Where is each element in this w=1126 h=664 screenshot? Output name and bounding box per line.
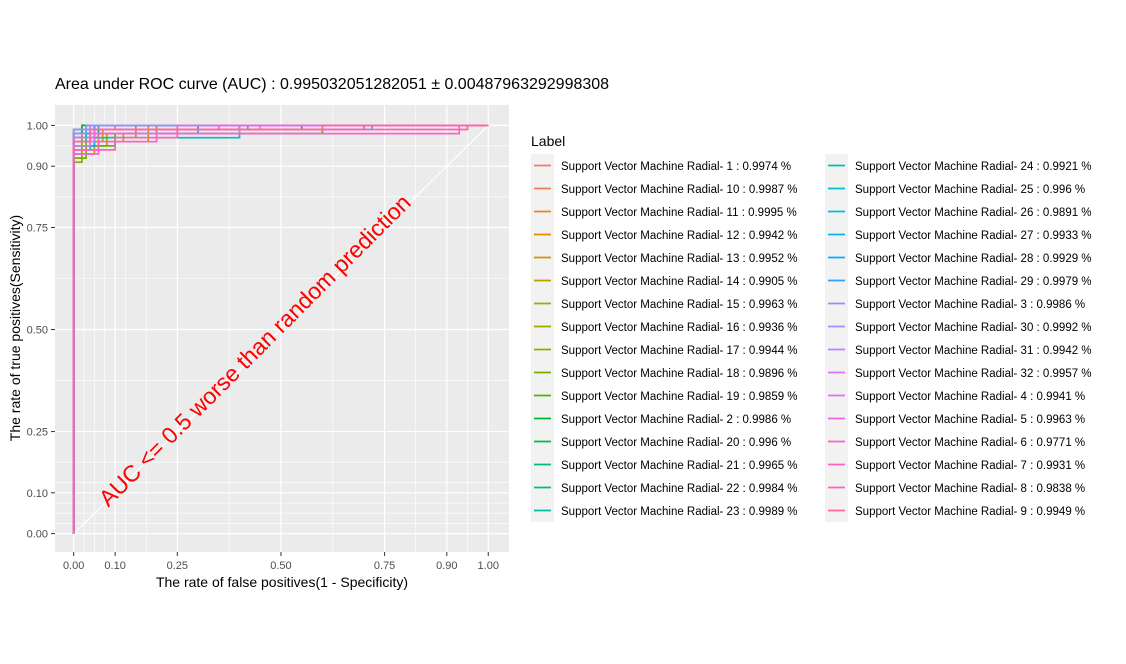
legend-label: Support Vector Machine Radial- 12 : 0.99… xyxy=(561,230,798,242)
legend-entry: Support Vector Machine Radial- 19 : 0.98… xyxy=(531,384,798,407)
legend-entry: Support Vector Machine Radial- 26 : 0.98… xyxy=(825,200,1092,223)
y-tick-label: 0.50 xyxy=(27,325,48,337)
random-diagonal xyxy=(73,124,489,535)
legend-label: Support Vector Machine Radial- 22 : 0.99… xyxy=(561,483,798,495)
legend-entry: Support Vector Machine Radial- 30 : 0.99… xyxy=(825,315,1092,338)
x-tick-label: 1.00 xyxy=(478,560,499,572)
legend-label: Support Vector Machine Radial- 8 : 0.983… xyxy=(855,483,1085,495)
legend-label: Support Vector Machine Radial- 26 : 0.98… xyxy=(855,207,1092,219)
legend-label: Support Vector Machine Radial- 16 : 0.99… xyxy=(561,322,798,334)
legend-entry: Support Vector Machine Radial- 16 : 0.99… xyxy=(531,315,798,338)
roc-series-line xyxy=(72,124,489,534)
roc-series-group xyxy=(72,124,489,534)
legend-label: Support Vector Machine Radial- 28 : 0.99… xyxy=(855,253,1092,265)
legend-entry: Support Vector Machine Radial- 13 : 0.99… xyxy=(531,246,798,269)
legend-label: Support Vector Machine Radial- 19 : 0.98… xyxy=(561,391,798,403)
legend-entry: Support Vector Machine Radial- 23 : 0.99… xyxy=(531,499,798,522)
legend-label: Support Vector Machine Radial- 32 : 0.99… xyxy=(855,368,1092,380)
legend-label: Support Vector Machine Radial- 29 : 0.99… xyxy=(855,276,1092,288)
legend-label: Support Vector Machine Radial- 2 : 0.998… xyxy=(561,414,791,426)
legend-entry: Support Vector Machine Radial- 25 : 0.99… xyxy=(825,177,1085,200)
roc-series-line xyxy=(72,124,489,534)
legend-entry: Support Vector Machine Radial- 10 : 0.99… xyxy=(531,177,798,200)
legend-label: Support Vector Machine Radial- 27 : 0.99… xyxy=(855,230,1092,242)
diagonal-line xyxy=(73,124,489,535)
legend-label: Support Vector Machine Radial- 21 : 0.99… xyxy=(561,460,798,472)
legend-label: Support Vector Machine Radial- 25 : 0.99… xyxy=(855,184,1085,196)
x-tick-label: 0.00 xyxy=(63,560,84,572)
legend-label: Support Vector Machine Radial- 17 : 0.99… xyxy=(561,345,798,357)
legend-entry: Support Vector Machine Radial- 31 : 0.99… xyxy=(825,338,1092,361)
legend-entry: Support Vector Machine Radial- 18 : 0.98… xyxy=(531,361,798,384)
y-tick-label: 0.00 xyxy=(27,529,48,541)
x-tick-label: 0.90 xyxy=(436,560,457,572)
legend-entry: Support Vector Machine Radial- 14 : 0.99… xyxy=(531,269,798,292)
legend-title: Label xyxy=(531,133,565,149)
legend-entry: Support Vector Machine Radial- 24 : 0.99… xyxy=(825,154,1092,177)
legend-entry: Support Vector Machine Radial- 21 : 0.99… xyxy=(531,453,798,476)
legend: Support Vector Machine Radial- 1 : 0.997… xyxy=(531,154,1092,522)
legend-label: Support Vector Machine Radial- 11 : 0.99… xyxy=(561,207,797,219)
legend-entry: Support Vector Machine Radial- 1 : 0.997… xyxy=(531,154,791,177)
x-axis-title: The rate of false positives(1 - Specific… xyxy=(156,574,408,590)
legend-label: Support Vector Machine Radial- 30 : 0.99… xyxy=(855,322,1092,334)
legend-entry: Support Vector Machine Radial- 32 : 0.99… xyxy=(825,361,1092,384)
y-tick-label: 0.25 xyxy=(27,427,48,439)
legend-label: Support Vector Machine Radial- 23 : 0.99… xyxy=(561,506,798,518)
legend-entry: Support Vector Machine Radial- 5 : 0.996… xyxy=(825,407,1085,430)
legend-entry: Support Vector Machine Radial- 15 : 0.99… xyxy=(531,292,798,315)
x-tick-label: 0.75 xyxy=(374,560,395,572)
legend-entry: Support Vector Machine Radial- 3 : 0.998… xyxy=(825,292,1085,315)
x-tick-label: 0.50 xyxy=(270,560,291,572)
y-axis: 0.00 0.10 0.25 0.50 0.75 0.90 1.00 xyxy=(27,120,55,541)
roc-series-line xyxy=(72,124,489,534)
legend-label: Support Vector Machine Radial- 3 : 0.998… xyxy=(855,299,1085,311)
legend-label: Support Vector Machine Radial- 18 : 0.98… xyxy=(561,368,798,380)
legend-label: Support Vector Machine Radial- 14 : 0.99… xyxy=(561,276,798,288)
legend-entry: Support Vector Machine Radial- 11 : 0.99… xyxy=(531,200,797,223)
legend-entry: Support Vector Machine Radial- 29 : 0.99… xyxy=(825,269,1092,292)
legend-label: Support Vector Machine Radial- 5 : 0.996… xyxy=(855,414,1085,426)
y-tick-label: 0.75 xyxy=(27,222,48,234)
y-axis-title: The rate of true positives(Sensitivity) xyxy=(7,215,23,441)
y-tick-label: 1.00 xyxy=(27,120,48,132)
legend-label: Support Vector Machine Radial- 1 : 0.997… xyxy=(561,161,791,173)
legend-entry: Support Vector Machine Radial- 28 : 0.99… xyxy=(825,246,1092,269)
legend-label: Support Vector Machine Radial- 20 : 0.99… xyxy=(561,437,791,449)
legend-entry: Support Vector Machine Radial- 12 : 0.99… xyxy=(531,223,798,246)
legend-entry: Support Vector Machine Radial- 27 : 0.99… xyxy=(825,223,1092,246)
legend-label: Support Vector Machine Radial- 4 : 0.994… xyxy=(855,391,1085,403)
legend-label: Support Vector Machine Radial- 15 : 0.99… xyxy=(561,299,798,311)
legend-entry: Support Vector Machine Radial- 22 : 0.99… xyxy=(531,476,798,499)
legend-entry: Support Vector Machine Radial- 2 : 0.998… xyxy=(531,407,791,430)
legend-entry: Support Vector Machine Radial- 7 : 0.993… xyxy=(825,453,1085,476)
legend-entry: Support Vector Machine Radial- 8 : 0.983… xyxy=(825,476,1085,499)
legend-entry: Support Vector Machine Radial- 20 : 0.99… xyxy=(531,430,791,453)
legend-entry: Support Vector Machine Radial- 6 : 0.977… xyxy=(825,430,1085,453)
legend-label: Support Vector Machine Radial- 13 : 0.99… xyxy=(561,253,798,265)
chart-title: Area under ROC curve (AUC) : 0.995032051… xyxy=(55,76,609,93)
legend-entry: Support Vector Machine Radial- 17 : 0.99… xyxy=(531,338,798,361)
legend-label: Support Vector Machine Radial- 24 : 0.99… xyxy=(855,161,1092,173)
legend-label: Support Vector Machine Radial- 7 : 0.993… xyxy=(855,460,1085,472)
legend-entry: Support Vector Machine Radial- 9 : 0.994… xyxy=(825,499,1085,522)
legend-label: Support Vector Machine Radial- 9 : 0.994… xyxy=(855,506,1085,518)
legend-entry: Support Vector Machine Radial- 4 : 0.994… xyxy=(825,384,1085,407)
legend-label: Support Vector Machine Radial- 10 : 0.99… xyxy=(561,184,798,196)
x-axis: 0.00 0.10 0.25 0.50 0.75 0.90 1.00 xyxy=(63,552,499,572)
legend-label: Support Vector Machine Radial- 6 : 0.977… xyxy=(855,437,1085,449)
x-tick-label: 0.25 xyxy=(167,560,188,572)
y-tick-label: 0.90 xyxy=(27,161,48,173)
legend-label: Support Vector Machine Radial- 31 : 0.99… xyxy=(855,345,1092,357)
x-tick-label: 0.10 xyxy=(104,560,125,572)
y-tick-label: 0.10 xyxy=(27,488,48,500)
